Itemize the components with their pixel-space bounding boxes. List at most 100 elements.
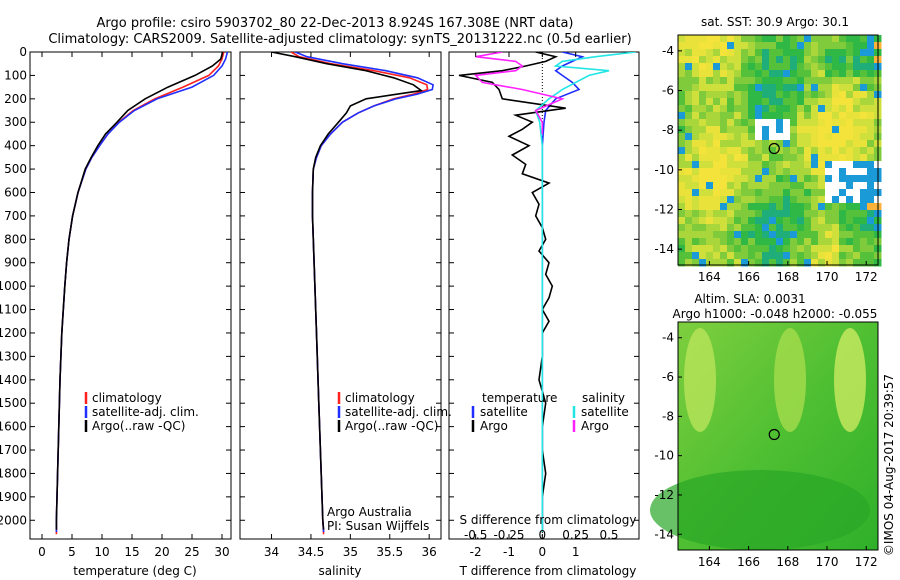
sst-cell [860,217,868,225]
sst-cell [713,189,721,197]
sst-cell [685,35,693,43]
sst-cell [783,77,791,85]
legend-label-climatology: climatology [345,391,415,405]
sst-cell [748,175,756,183]
argo-line [271,52,424,530]
sst-cell [811,56,819,64]
depth-tick-label: 1500 [0,396,27,410]
sst-cell [713,56,721,64]
sst-map-frame [677,34,879,266]
sst-cell [818,133,826,141]
sst-cell [860,224,868,232]
lat-tick-label: -14 [654,527,674,541]
temperature-legend: climatology satellite-adj. clim. Argo(..… [84,391,199,433]
sst-cell [678,182,686,190]
sst-cell [811,175,819,183]
sst-cell [797,56,805,64]
sst-cell [797,133,805,141]
sst-cell [839,259,847,267]
sst-cell [755,133,763,141]
lon-tick-label: 168 [776,555,799,569]
sst-cell [748,196,756,204]
x-tick-label: 15 [124,545,139,559]
sst-cell [790,98,798,106]
sst-cell [748,168,756,176]
sst-cell [825,63,833,71]
s-argo-diff-line [474,52,565,134]
depth-tick-label: 900 [4,256,27,270]
sst-cell [867,182,875,190]
sst-cell [832,35,840,43]
sst-cell [727,203,735,211]
sst-cell [678,161,686,169]
sst-cell [713,154,721,162]
sla-map-frame [677,321,879,551]
sst-cell [762,133,770,141]
lat-tick-label: -6 [662,84,674,98]
salinity-axes [239,51,442,540]
sst-cell [846,70,854,78]
sst-cell [727,98,735,106]
sst-cell [790,217,798,225]
sst-cell [853,245,861,253]
sst-cell [839,70,847,78]
sst-cell [860,154,868,162]
sst-cell [741,133,749,141]
sst-cell [678,56,686,64]
sst-cell [776,63,784,71]
sst-cell [818,105,826,113]
sst-cell [790,245,798,253]
sst-cell [825,161,833,169]
sst-cell [769,217,777,225]
sst-cell [846,77,854,85]
sst-cell [818,210,826,218]
sst-cell [818,259,826,267]
sst-cell [818,35,826,43]
sst-cell [734,175,742,183]
sst-cell [783,224,791,232]
sst-cell [685,259,693,267]
sst-cell [685,105,693,113]
sst-cell [825,112,833,120]
sst-cell [699,105,707,113]
sst-cell [797,252,805,260]
sst-cell [811,140,819,148]
sst-cell [867,84,875,92]
sst-cell [727,70,735,78]
sst-cell [720,63,728,71]
sst-cell [748,35,756,43]
sst-cell [727,112,735,120]
sst-cell [797,245,805,253]
legend-label-satellite: satellite-adj. clim. [92,405,199,419]
sst-cell [867,63,875,71]
sst-cell [797,42,805,50]
sst-cell [720,189,728,197]
x-tick-label: 0 [38,545,46,559]
sst-cell [853,112,861,120]
sst-cell [811,98,819,106]
sst-cell [706,133,714,141]
sst-cell [685,112,693,120]
sst-cell [678,98,686,106]
sst-cell [776,147,784,155]
sst-cell [804,98,812,106]
sst-cell [860,140,868,148]
sst-cell [790,84,798,92]
sst-cell [692,77,700,85]
t-argo-diff-line [458,52,566,530]
argo-position-marker [768,428,780,441]
sst-cell [692,217,700,225]
sst-cell [741,42,749,50]
sst-cell [678,224,686,232]
sst-cell [790,259,798,267]
sst-cell [818,126,826,134]
sst-cell [804,77,812,85]
sst-cell [692,70,700,78]
sst-cell [734,70,742,78]
sst-cell [846,252,854,260]
sst-cell [720,196,728,204]
sst-cell [818,70,826,78]
sst-cell [790,70,798,78]
sst-cell [825,168,833,176]
sst-cell [755,126,763,134]
